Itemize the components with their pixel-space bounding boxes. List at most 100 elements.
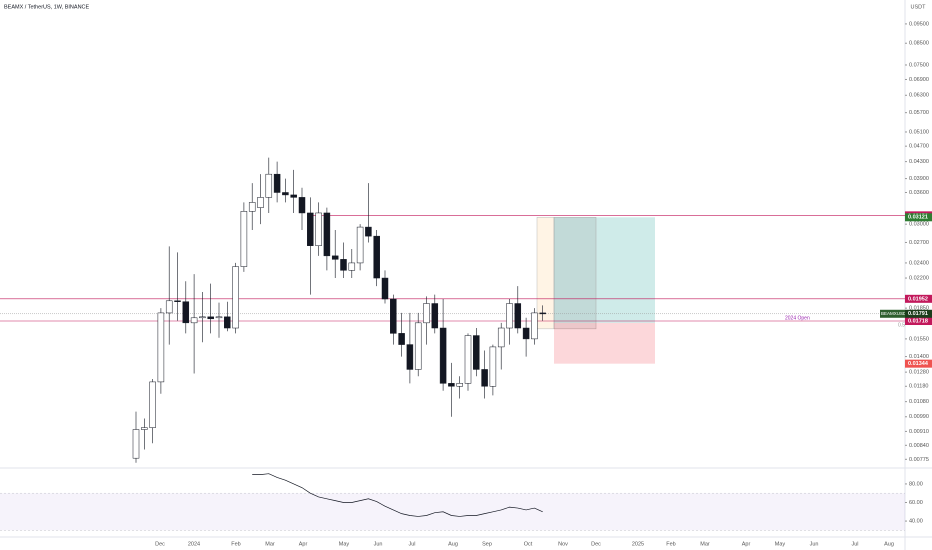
candle-body xyxy=(174,300,181,302)
candle-body xyxy=(423,303,430,324)
candle-body xyxy=(282,192,289,196)
candle-body xyxy=(273,173,281,193)
candle-body xyxy=(365,226,372,237)
candle-body xyxy=(290,194,297,198)
rsi-band xyxy=(0,493,905,531)
y-tick-label: 0.00910 xyxy=(909,429,929,435)
candle-body xyxy=(439,327,447,384)
symbol-label: BEAMXUSDT xyxy=(881,311,909,316)
candle-body xyxy=(489,346,497,387)
rsi-tick-label: 60.00 xyxy=(909,500,923,506)
rsi-tick-label: 40.00 xyxy=(909,519,923,525)
position-badge-label: 0.03121 xyxy=(908,215,928,221)
candle-body xyxy=(315,212,322,246)
position-loss xyxy=(554,322,655,364)
y-tick-label: 0.04300 xyxy=(909,159,929,165)
candle-body xyxy=(481,369,488,387)
candle-body xyxy=(464,335,472,384)
x-tick-label: 2025 xyxy=(632,541,644,547)
candle-body xyxy=(248,202,256,212)
x-tick-label: Feb xyxy=(666,541,675,547)
rsi-line xyxy=(252,473,543,517)
y-tick-label: 0.02700 xyxy=(909,240,929,246)
candle-body xyxy=(199,316,206,319)
y-tick-label: 0.05700 xyxy=(909,110,929,116)
x-tick-label: Sep xyxy=(482,541,492,547)
candle-body xyxy=(473,335,480,370)
y-tick-label: 0.01850 xyxy=(909,306,929,312)
x-tick-label: Jul xyxy=(851,541,858,547)
y-tick-label: 0.01180 xyxy=(909,384,928,390)
candle-body xyxy=(398,333,405,345)
candle-body xyxy=(431,303,439,329)
price-badge-label: 0.01952 xyxy=(908,296,928,302)
candle-body xyxy=(506,303,513,329)
x-tick-label: Jun xyxy=(374,541,383,547)
y-tick-label: 0.01400 xyxy=(909,354,929,360)
candle-body xyxy=(331,255,339,260)
x-tick-label: Dec xyxy=(591,541,601,547)
candle-body xyxy=(514,303,522,329)
x-tick-label: Nov xyxy=(558,541,568,547)
candle-body xyxy=(373,235,380,279)
candle-body xyxy=(307,212,314,246)
x-tick-label: May xyxy=(775,541,786,547)
y-tick-label: 0.08500 xyxy=(909,41,929,47)
position-badge-label: 0.01344 xyxy=(908,361,929,367)
candle-body xyxy=(539,312,546,315)
candle-body xyxy=(215,316,223,319)
price-badge-label: 0.01718 xyxy=(908,318,928,324)
candle-body xyxy=(356,226,364,264)
y-tick-label: 0.07500 xyxy=(909,62,929,68)
x-tick-label: Jun xyxy=(810,541,819,547)
candle-body xyxy=(132,429,140,459)
position-pre xyxy=(536,217,555,330)
price-badge xyxy=(905,317,932,326)
y-tick-label: 0.06300 xyxy=(909,93,929,99)
candle-body xyxy=(406,344,414,370)
candle-body xyxy=(414,322,422,370)
x-tick-label: Aug xyxy=(448,541,458,547)
chart-title: BEAMX / TetherUS, 1W, BINANCE xyxy=(4,4,90,10)
candle-body xyxy=(207,316,214,320)
candle-body xyxy=(323,212,331,257)
y-tick-label: 0.05100 xyxy=(909,129,929,135)
fib-label: 0.5 xyxy=(898,322,905,328)
candle-body xyxy=(340,259,347,271)
position-profit xyxy=(554,217,655,323)
price-badge-label: 0.01791 xyxy=(908,311,928,317)
x-tick-label: Aug xyxy=(884,541,894,547)
rsi-tick-label: 80.00 xyxy=(909,481,923,487)
candle-body xyxy=(232,266,239,329)
candle-body xyxy=(448,383,455,387)
symbol-badge xyxy=(880,309,905,318)
y-tick-label: 0.09500 xyxy=(909,21,929,27)
candle-body xyxy=(165,300,173,314)
price-badge xyxy=(905,309,932,318)
candle-body xyxy=(456,383,463,387)
y-tick-label: 0.01080 xyxy=(909,399,929,405)
y-tick-label: 0.03000 xyxy=(909,222,929,228)
candle-body xyxy=(522,327,530,340)
candle-body xyxy=(141,427,148,430)
candle-body xyxy=(298,197,306,214)
y-tick-label: 0.00775 xyxy=(909,457,929,463)
position-badge xyxy=(905,359,932,368)
x-tick-label: Dec xyxy=(155,541,165,547)
x-tick-label: 2024 xyxy=(188,541,200,547)
x-tick-label: Mar xyxy=(700,541,710,547)
candle-body xyxy=(224,316,231,329)
candle-body xyxy=(265,173,273,198)
candle-body xyxy=(149,381,156,428)
candle-body xyxy=(390,298,397,334)
candle-body xyxy=(348,262,356,271)
candle-body xyxy=(497,327,505,348)
y-tick-label: 0.01280 xyxy=(909,370,929,376)
candle-body xyxy=(381,277,389,300)
price-badge xyxy=(905,294,932,303)
annotation: 2024 Open xyxy=(785,315,810,321)
x-tick-label: Jul xyxy=(408,541,415,547)
position-overlay xyxy=(553,217,597,330)
